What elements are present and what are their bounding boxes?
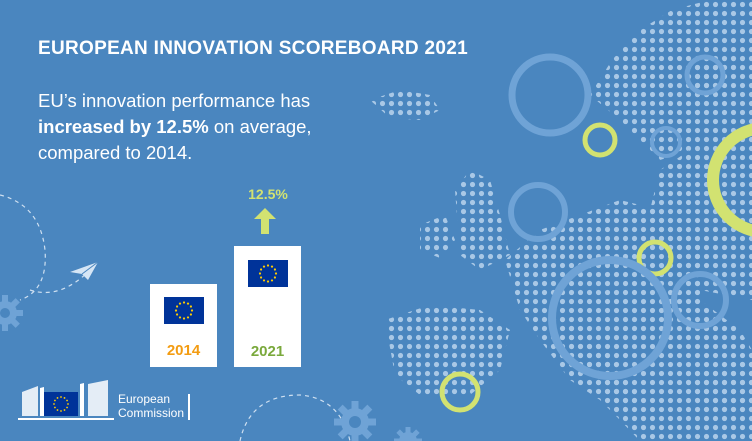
logo-line-1: European	[118, 392, 171, 406]
decor-circle	[636, 239, 674, 277]
bar-2014: 2014	[150, 284, 217, 367]
eu-flag-icon	[247, 260, 288, 287]
europe-dot-map	[370, 0, 752, 441]
paper-plane-icon	[70, 261, 99, 280]
headline-text: EU’s innovation performance has increase…	[38, 88, 368, 166]
bar-year-label: 2021	[250, 343, 285, 360]
bar-2021: 2021	[234, 246, 301, 367]
european-commission-logo	[18, 380, 114, 420]
arrow-up-icon	[254, 208, 276, 234]
decor-circle	[439, 371, 481, 413]
decor-circle	[582, 122, 618, 158]
decor-circle	[508, 53, 592, 137]
decor-circle	[508, 182, 568, 242]
decor-circle	[707, 123, 752, 237]
gear-icon	[394, 427, 422, 441]
decor-circle	[650, 126, 682, 158]
logo-text: European Commission	[118, 392, 184, 420]
headline-line-3: compared to 2014.	[38, 142, 193, 163]
headline-line-2-rest: on average,	[208, 116, 312, 137]
bar-year-label: 2014	[166, 342, 201, 359]
logo-divider	[188, 394, 190, 420]
gear-icon	[334, 401, 376, 441]
page-title: EUROPEAN INNOVATION SCOREBOARD 2021	[38, 38, 468, 59]
headline-line-1: EU’s innovation performance has	[38, 90, 311, 111]
gear-icon	[0, 295, 23, 331]
decor-circle	[684, 54, 726, 96]
decor-circle	[671, 271, 729, 329]
logo-line-2: Commission	[118, 406, 185, 420]
increase-label: 12.5%	[248, 186, 288, 202]
decor-circle	[548, 256, 672, 380]
eu-flag-icon	[163, 297, 204, 324]
headline-highlight: increased by 12.5%	[38, 116, 209, 137]
